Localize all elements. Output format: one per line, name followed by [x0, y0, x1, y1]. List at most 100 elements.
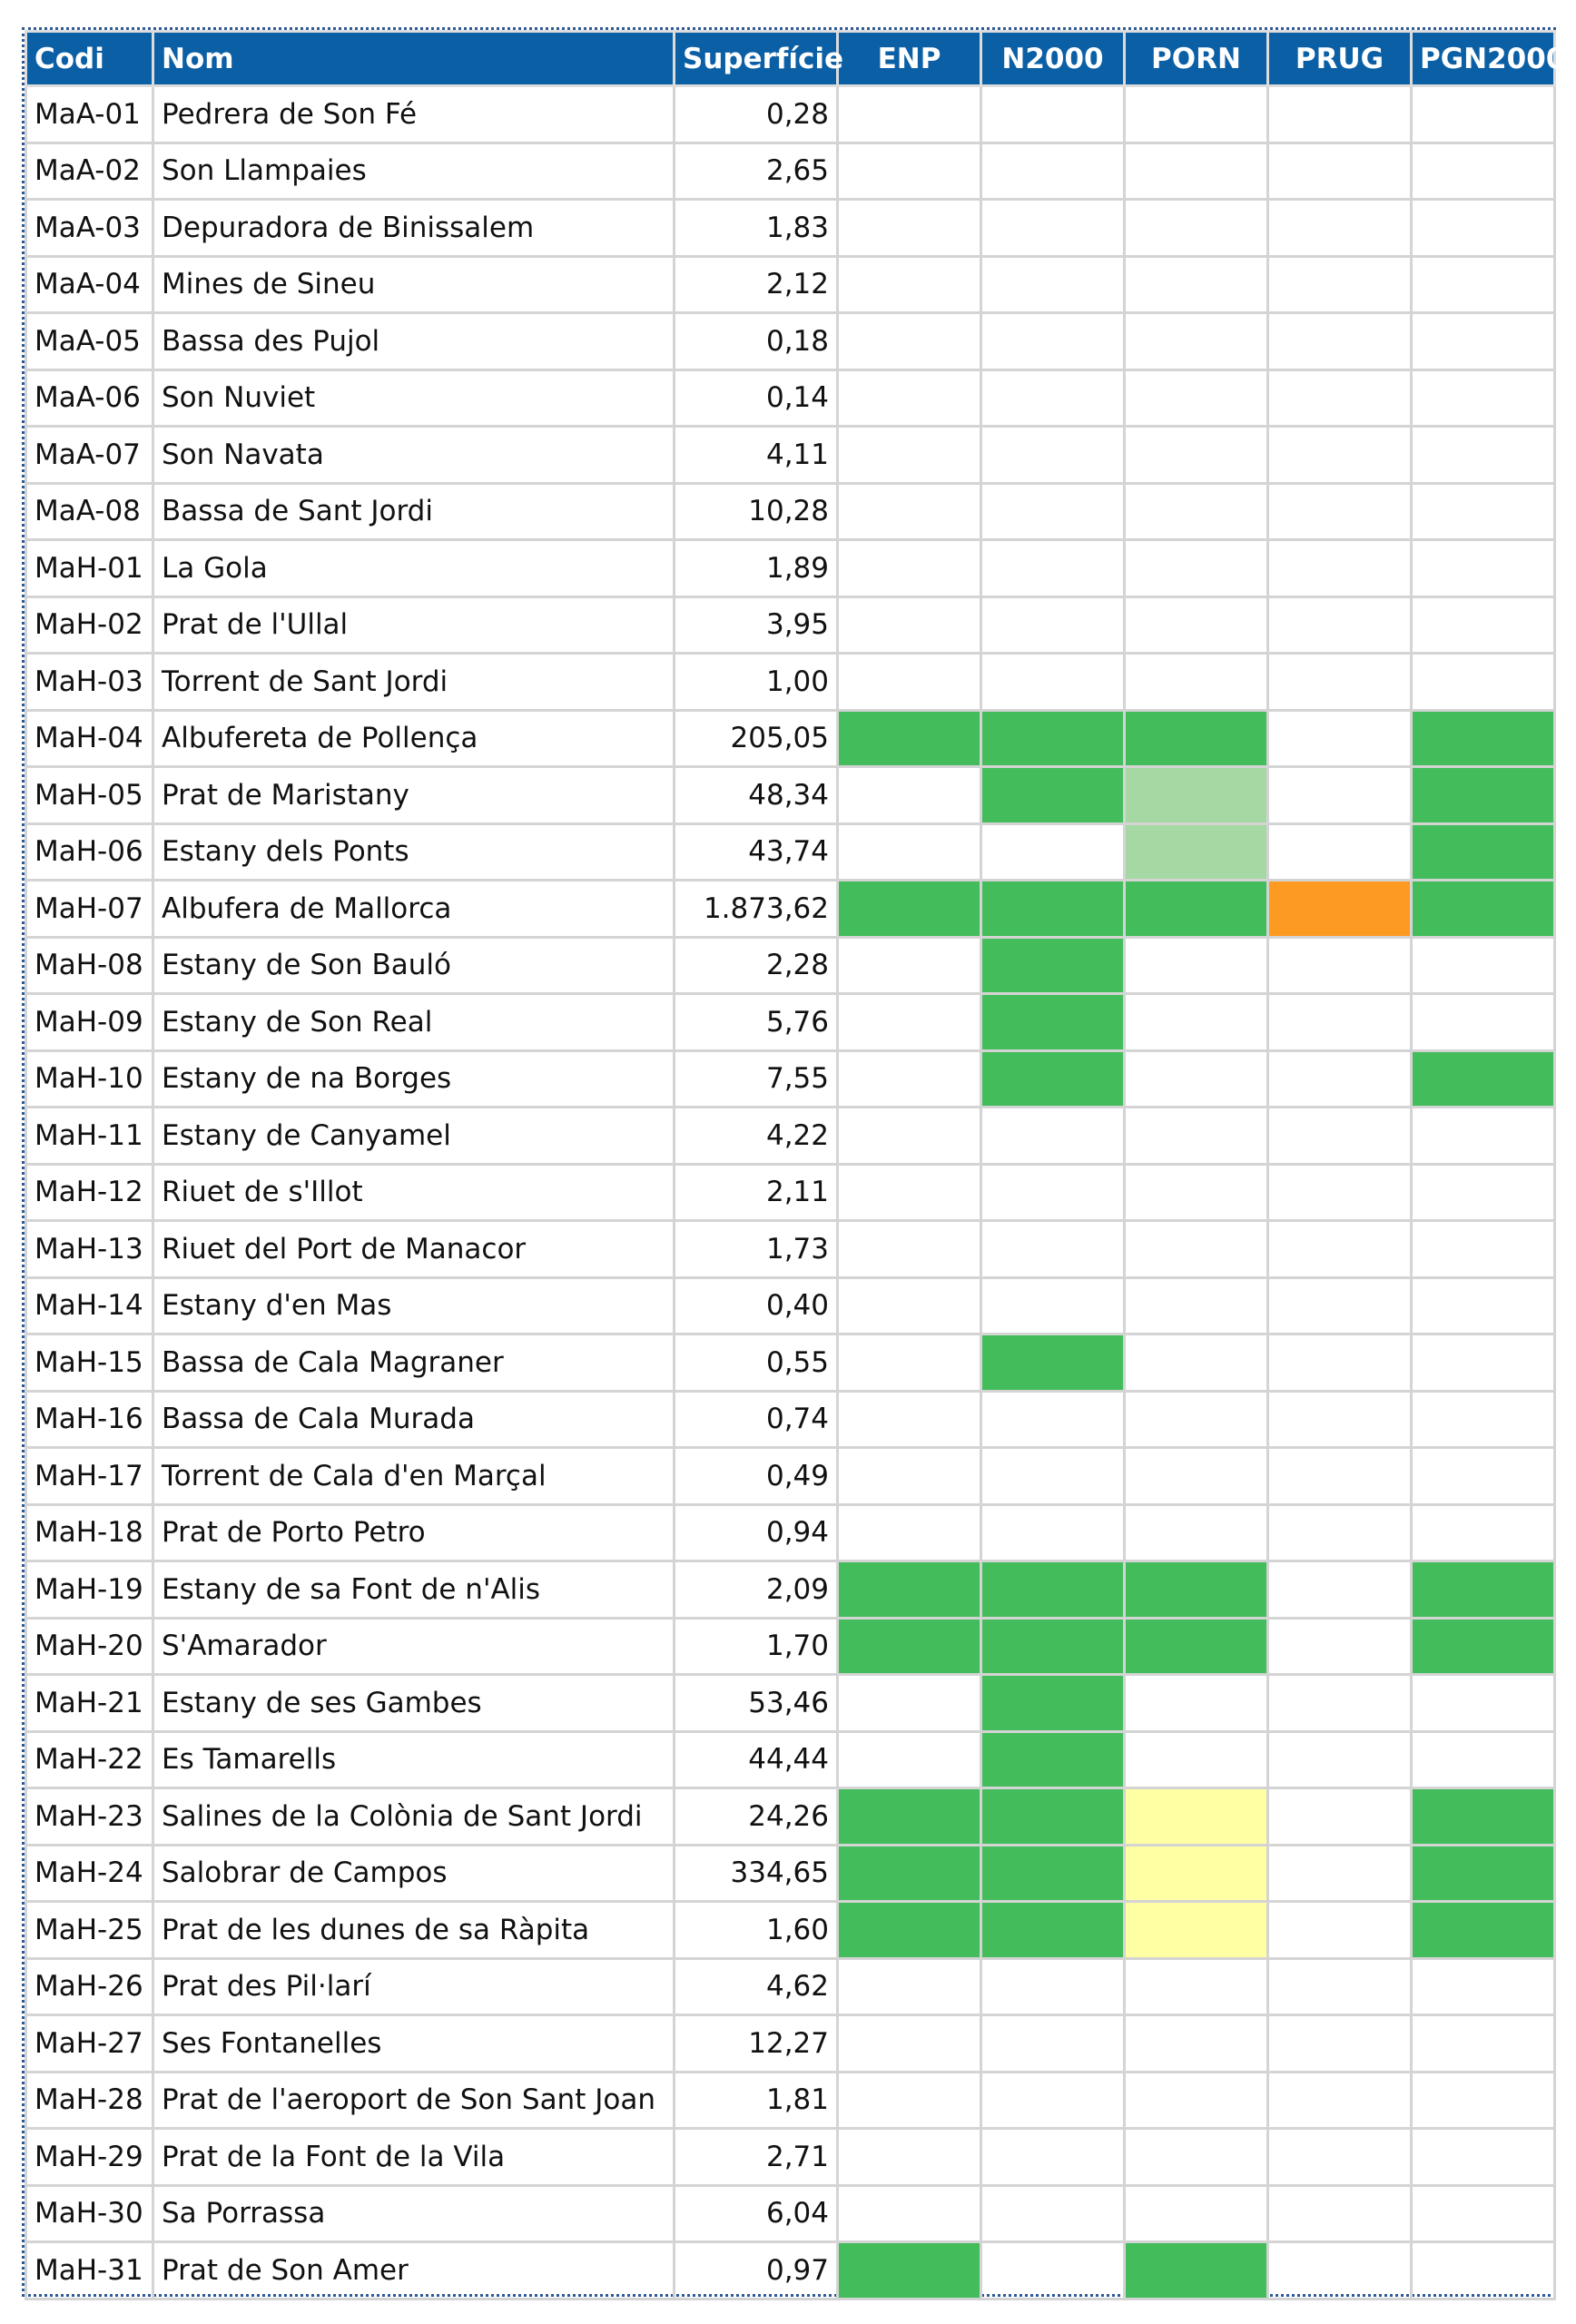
cell-n2000: [980, 198, 1126, 258]
cell-prug: [1266, 198, 1413, 258]
cell-enp: [836, 2183, 982, 2243]
cell-enp: [836, 1673, 982, 1733]
cell-nom: Torrent de Sant Jordi: [152, 652, 675, 712]
cell-prug: [1266, 1560, 1413, 1620]
cell-nom: Torrent de Cala d'en Marçal: [152, 1446, 675, 1506]
cell-codi: MaH-08: [25, 935, 154, 995]
cell-pgn2000: [1410, 1333, 1556, 1393]
cell-superficie: 1,00: [673, 652, 839, 712]
cell-codi: MaH-09: [25, 992, 154, 1052]
cell-n2000: [980, 254, 1126, 314]
cell-porn: [1123, 822, 1269, 881]
cell-enp: [836, 595, 982, 655]
cell-superficie: 43,74: [673, 822, 839, 881]
cell-superficie: 0,40: [673, 1275, 839, 1335]
cell-enp: [836, 1162, 982, 1222]
cell-superficie: 0,94: [673, 1502, 839, 1562]
cell-porn: [1123, 1446, 1269, 1506]
cell-n2000: [980, 538, 1126, 598]
cell-prug: [1266, 1900, 1413, 1960]
cell-n2000: [980, 708, 1126, 768]
table-row: MaH-05 Prat de Maristany 48,34: [25, 765, 1556, 825]
cell-nom: Bassa des Pujol: [152, 311, 675, 371]
cell-n2000: [980, 822, 1126, 881]
cell-nom: Prat de la Font de la Vila: [152, 2127, 675, 2187]
cell-n2000: [980, 1049, 1126, 1108]
cell-enp: [836, 992, 982, 1052]
table-row: MaH-20 S'Amarador 1,70: [25, 1616, 1556, 1676]
cell-pgn2000: [1410, 595, 1556, 655]
cell-pgn2000: [1410, 1900, 1556, 1960]
cell-prug: [1266, 2014, 1413, 2073]
cell-enp: [836, 765, 982, 825]
cell-nom: Bassa de Sant Jordi: [152, 481, 675, 541]
cell-n2000: [980, 1446, 1126, 1506]
cell-porn: [1123, 879, 1269, 939]
cell-porn: [1123, 1843, 1269, 1903]
table-row: MaH-13 Riuet del Port de Manacor 1,73: [25, 1219, 1556, 1279]
cell-porn: [1123, 935, 1269, 995]
cell-prug: [1266, 1049, 1413, 1108]
cell-pgn2000: [1410, 1560, 1556, 1620]
cell-superficie: 0,55: [673, 1333, 839, 1393]
cell-enp: [836, 141, 982, 201]
table-row: MaH-03 Torrent de Sant Jordi 1,00: [25, 652, 1556, 712]
cell-porn: [1123, 2240, 1269, 2300]
cell-prug: [1266, 822, 1413, 881]
table-row: MaH-04 Albufereta de Pollença 205,05: [25, 708, 1556, 768]
table-row: MaH-11 Estany de Canyamel 4,22: [25, 1106, 1556, 1166]
table-row: MaH-31 Prat de Son Amer 0,97: [25, 2240, 1556, 2300]
cell-porn: [1123, 1560, 1269, 1620]
cell-pgn2000: [1410, 708, 1556, 768]
cell-prug: [1266, 425, 1413, 485]
table-row: MaH-16 Bassa de Cala Murada 0,74: [25, 1389, 1556, 1449]
cell-codi: MaH-26: [25, 1956, 154, 2016]
cell-nom: Prat des Pil·larí: [152, 1956, 675, 2016]
cell-n2000: [980, 1616, 1126, 1676]
cell-pgn2000: [1410, 311, 1556, 371]
cell-nom: Estany de Canyamel: [152, 1106, 675, 1166]
cell-codi: MaA-08: [25, 481, 154, 541]
table-row: MaH-27 Ses Fontanelles 12,27: [25, 2014, 1556, 2073]
cell-superficie: 205,05: [673, 708, 839, 768]
cell-codi: MaH-10: [25, 1049, 154, 1108]
cell-codi: MaH-14: [25, 1275, 154, 1335]
cell-n2000: [980, 595, 1126, 655]
cell-enp: [836, 198, 982, 258]
cell-enp: [836, 1049, 982, 1108]
cell-superficie: 0,74: [673, 1389, 839, 1449]
cell-porn: [1123, 1900, 1269, 1960]
cell-n2000: [980, 141, 1126, 201]
cell-n2000: [980, 1219, 1126, 1279]
table-row: MaH-02 Prat de l'Ullal 3,95: [25, 595, 1556, 655]
cell-porn: [1123, 538, 1269, 598]
cell-porn: [1123, 141, 1269, 201]
cell-prug: [1266, 2183, 1413, 2243]
cell-pgn2000: [1410, 1787, 1556, 1846]
cell-codi: MaH-01: [25, 538, 154, 598]
cell-codi: MaH-20: [25, 1616, 154, 1676]
cell-enp: [836, 1446, 982, 1506]
cell-superficie: 12,27: [673, 2014, 839, 2073]
cell-codi: MaH-31: [25, 2240, 154, 2300]
cell-enp: [836, 254, 982, 314]
cell-prug: [1266, 1956, 1413, 2016]
cell-nom: Prat de les dunes de sa Ràpita: [152, 1900, 675, 1960]
cell-n2000: [980, 1389, 1126, 1449]
cell-superficie: 24,26: [673, 1787, 839, 1846]
table-row: MaH-01 La Gola 1,89: [25, 538, 1556, 598]
cell-enp: [836, 425, 982, 485]
cell-enp: [836, 368, 982, 428]
cell-superficie: 1.873,62: [673, 879, 839, 939]
table-row: MaA-04 Mines de Sineu 2,12: [25, 254, 1556, 314]
cell-nom: Estany d'en Mas: [152, 1275, 675, 1335]
cell-superficie: 4,62: [673, 1956, 839, 2016]
table-row: MaH-17 Torrent de Cala d'en Marçal 0,49: [25, 1446, 1556, 1506]
table-row: MaH-15 Bassa de Cala Magraner 0,55: [25, 1333, 1556, 1393]
cell-codi: MaH-15: [25, 1333, 154, 1393]
header-prug: PRUG: [1266, 30, 1413, 87]
cell-pgn2000: [1410, 992, 1556, 1052]
cell-nom: Salobrar de Campos: [152, 1843, 675, 1903]
cell-n2000: [980, 765, 1126, 825]
cell-pgn2000: [1410, 2127, 1556, 2187]
